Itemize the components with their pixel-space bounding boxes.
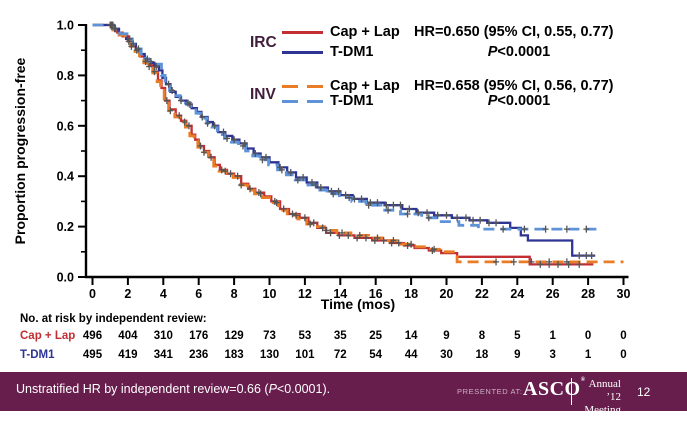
legend-series-label: Cap + Lap xyxy=(330,24,400,40)
risk-value: 0 xyxy=(584,330,592,342)
x-tick-label: 14 xyxy=(333,287,347,301)
y-tick-label: 0.8 xyxy=(57,69,74,83)
y-tick-label: 0.0 xyxy=(57,271,74,285)
legend-line-swatch-inv-tdm1 xyxy=(282,99,323,103)
legend-line-swatch-irc-tdm1 xyxy=(282,50,323,54)
x-tick-label: 4 xyxy=(160,287,167,301)
risk-table: No. at risk by independent review: Cap +… xyxy=(0,312,687,372)
y-tick-label: 1.0 xyxy=(57,19,74,33)
footer-bar: Unstratified HR by independent review=0.… xyxy=(0,372,687,416)
x-tick-label: 6 xyxy=(195,287,202,301)
risk-value: 129 xyxy=(224,330,244,342)
legend-p-value: P<0.0001 xyxy=(487,93,551,109)
legend-series-label: Cap + Lap xyxy=(330,78,400,94)
legend-series-label: T-DM1 xyxy=(330,93,374,109)
risk-value: 25 xyxy=(369,330,383,342)
legend-row-inv-cap-lap: Cap + Lap HR=0.658 (95% CI, 0.56, 0.77) xyxy=(282,78,614,94)
risk-value: 35 xyxy=(333,330,347,342)
risk-value: 0 xyxy=(620,330,627,342)
risk-value: 1 xyxy=(549,330,556,342)
x-tick-label: 24 xyxy=(510,287,524,301)
legend-row-irc-tdm1: T-DM1 P<0.0001 xyxy=(282,44,550,60)
x-tick-label: 12 xyxy=(298,287,312,301)
risk-value: 419 xyxy=(118,349,138,361)
x-tick-label: 10 xyxy=(263,287,277,301)
risk-value: 44 xyxy=(404,349,418,361)
annual-meeting-label: Annual ’12 Meeting xyxy=(584,378,621,416)
logo-divider xyxy=(571,378,572,405)
asco-logo: ASCO® xyxy=(523,377,586,400)
legend-p-value: P<0.0001 xyxy=(487,44,551,60)
risk-value: 14 xyxy=(404,330,418,342)
risk-value: 9 xyxy=(443,330,450,342)
y-tick-label: 0.6 xyxy=(57,119,74,133)
risk-value: 130 xyxy=(259,349,280,361)
x-tick-label: 18 xyxy=(404,287,418,301)
risk-value: 3 xyxy=(549,349,556,361)
risk-value: 72 xyxy=(333,349,347,361)
y-tick-label: 0.4 xyxy=(57,170,74,184)
risk-value: 54 xyxy=(369,349,383,361)
risk-value: 5 xyxy=(514,330,521,342)
presented-at-label: PRESENTED AT: xyxy=(457,387,523,396)
legend-line-swatch-irc-cap-lap xyxy=(282,30,323,34)
risk-row-label-tdm1: T-DM1 xyxy=(20,349,55,361)
risk-value: 8 xyxy=(478,330,486,342)
registered-mark-icon: ® xyxy=(580,377,586,383)
legend-line-swatch-inv-cap-lap xyxy=(282,84,323,88)
legend-hr-stat: HR=0.658 (95% CI, 0.56, 0.77) xyxy=(414,78,614,94)
x-tick-label: 2 xyxy=(124,287,131,301)
risk-value: 341 xyxy=(153,349,173,361)
x-tick-label: 8 xyxy=(231,287,238,301)
x-tick-label: 0 xyxy=(89,287,96,301)
risk-value: 495 xyxy=(82,349,103,361)
x-tick-label: 30 xyxy=(617,287,631,301)
legend-row-inv-tdm1: T-DM1 P<0.0001 xyxy=(282,93,550,109)
legend-row-irc-cap-lap: Cap + Lap HR=0.650 (95% CI, 0.55, 0.77) xyxy=(282,24,614,40)
risk-value: 1 xyxy=(584,349,592,361)
risk-value: 53 xyxy=(298,330,312,342)
x-tick-label: 26 xyxy=(546,287,560,301)
x-tick-label: 22 xyxy=(475,287,489,301)
legend-series-label: T-DM1 xyxy=(330,44,374,60)
x-tick-label: 28 xyxy=(581,287,595,301)
risk-value: 30 xyxy=(440,349,453,361)
risk-value: 183 xyxy=(224,349,244,361)
risk-value: 0 xyxy=(620,349,627,361)
footer-note: Unstratified HR by independent review=0.… xyxy=(16,382,331,396)
legend: IRC Cap + Lap HR=0.650 (95% CI, 0.55, 0.… xyxy=(248,18,687,123)
legend-group-irc-label: IRC xyxy=(250,34,277,51)
y-tick-label: 0.2 xyxy=(57,220,74,234)
legend-group-inv-label: INV xyxy=(250,86,276,103)
risk-value: 73 xyxy=(263,330,276,342)
risk-table-title: No. at risk by independent review: xyxy=(20,313,207,325)
page-number: 12 xyxy=(637,385,651,399)
risk-value: 18 xyxy=(475,349,489,361)
x-tick-label: 20 xyxy=(440,287,454,301)
risk-value: 496 xyxy=(82,330,103,342)
x-tick-label: 16 xyxy=(369,287,383,301)
risk-value: 101 xyxy=(295,349,315,361)
risk-value: 404 xyxy=(118,330,138,342)
risk-value: 9 xyxy=(514,349,521,361)
risk-value: 236 xyxy=(189,349,209,361)
risk-value: 176 xyxy=(189,330,209,342)
x-axis-title: Time (mos) xyxy=(320,296,396,312)
risk-row-label-cap-lap: Cap + Lap xyxy=(20,330,76,342)
y-axis-title: Proportion progression-free xyxy=(12,57,28,245)
legend-hr-stat: HR=0.650 (95% CI, 0.55, 0.77) xyxy=(414,24,614,40)
risk-value: 310 xyxy=(153,330,173,342)
